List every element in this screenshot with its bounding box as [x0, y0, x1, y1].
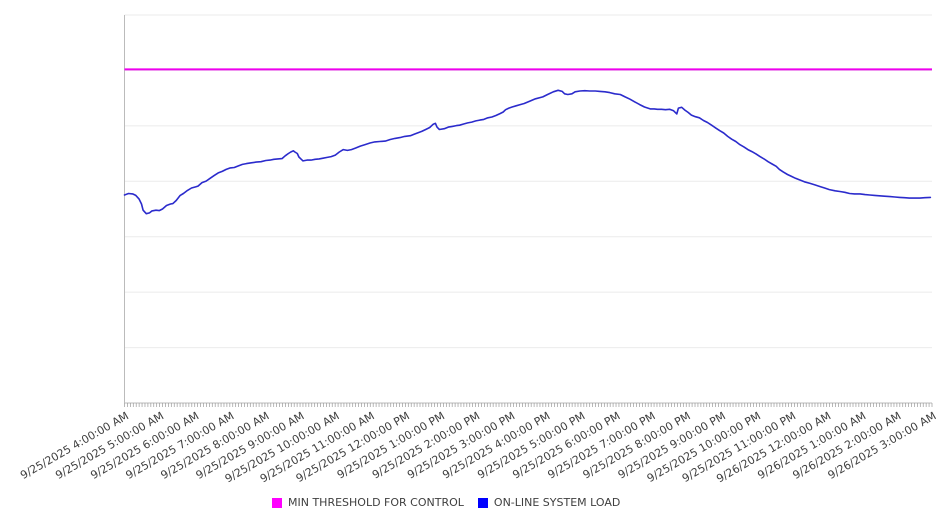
x-axis-labels: 9/25/2025 4:00:00 AM9/25/2025 5:00:00 AM… [18, 409, 938, 485]
online-system-load-line [123, 89, 932, 215]
online-system-load-swatch-icon [477, 497, 488, 508]
legend-label-min-threshold: MIN THRESHOLD FOR CONTROL [288, 496, 464, 509]
legend-label-online-system-load: ON-LINE SYSTEM LOAD [493, 496, 621, 509]
legend-item-online-system-load: ON-LINE SYSTEM LOAD [477, 496, 621, 509]
chart-legend: MIN THRESHOLD FOR CONTROL ON-LINE SYSTEM… [272, 496, 620, 509]
min-threshold-swatch-icon [272, 497, 282, 508]
legend-item-min-threshold: MIN THRESHOLD FOR CONTROL [272, 496, 464, 509]
